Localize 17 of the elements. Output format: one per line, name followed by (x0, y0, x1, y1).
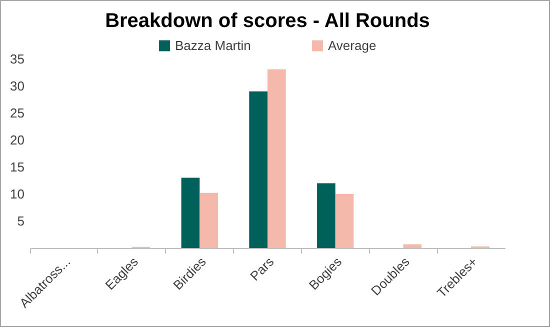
bar (181, 178, 200, 248)
y-tick-label: 15 (10, 160, 24, 174)
bar (335, 194, 354, 248)
y-tick-label: 35 (10, 52, 24, 66)
bar (268, 69, 286, 248)
bar (317, 183, 336, 248)
y-tick-label: 5 (17, 214, 24, 228)
bar (200, 192, 218, 248)
y-tick-label: 10 (10, 186, 24, 202)
y-tick-label: 20 (10, 132, 24, 148)
legend-label: Average (328, 38, 376, 53)
chart-title: Breakdown of scores - All Rounds (105, 10, 430, 32)
bar (403, 244, 422, 248)
y-tick-label: 30 (10, 78, 24, 94)
y-tick-label: 25 (10, 106, 24, 120)
bar (249, 91, 268, 248)
legend-label: Bazza Martin (175, 38, 251, 53)
